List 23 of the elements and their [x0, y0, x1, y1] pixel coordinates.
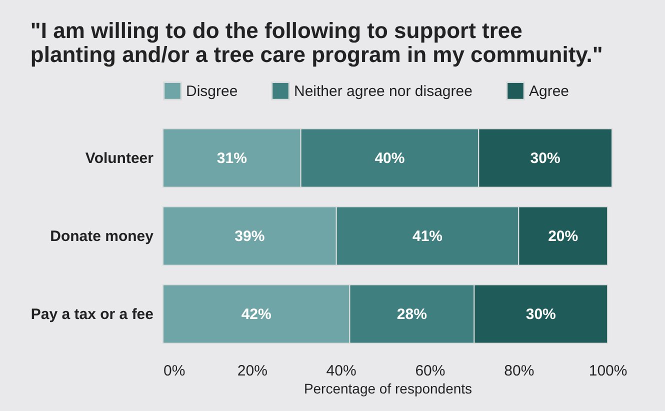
legend-label: Disgree: [186, 82, 238, 100]
y-tick-label: Donate money: [50, 228, 154, 245]
data-label: 28%: [396, 306, 427, 324]
x-axis-title: Percentage of respondents: [304, 380, 472, 396]
x-tick-label: 60%: [415, 362, 446, 380]
x-tick-label: 100%: [588, 362, 628, 380]
data-label: 31%: [216, 150, 247, 167]
data-label: 39%: [234, 228, 265, 245]
x-tick-label: 20%: [237, 362, 268, 380]
y-tick-label: Pay a tax or a fee: [30, 306, 154, 324]
data-label: 40%: [374, 150, 405, 167]
data-label: 30%: [526, 306, 556, 324]
legend-label: Neither agree nor disagree: [294, 82, 472, 100]
data-label: 41%: [412, 228, 443, 245]
data-label: 42%: [241, 306, 272, 324]
data-label: 20%: [548, 228, 578, 245]
data-label: 30%: [530, 150, 560, 167]
chart-title: "I am willing to do the following to support tree planting and/or a tree care program in my community.": [30, 18, 603, 67]
x-tick-label: 0%: [164, 362, 186, 380]
x-tick-label: 80%: [504, 362, 534, 380]
x-tick-label: 40%: [326, 362, 356, 380]
legend-label: Agree: [529, 82, 570, 100]
y-tick-label: Volunteer: [85, 150, 154, 167]
